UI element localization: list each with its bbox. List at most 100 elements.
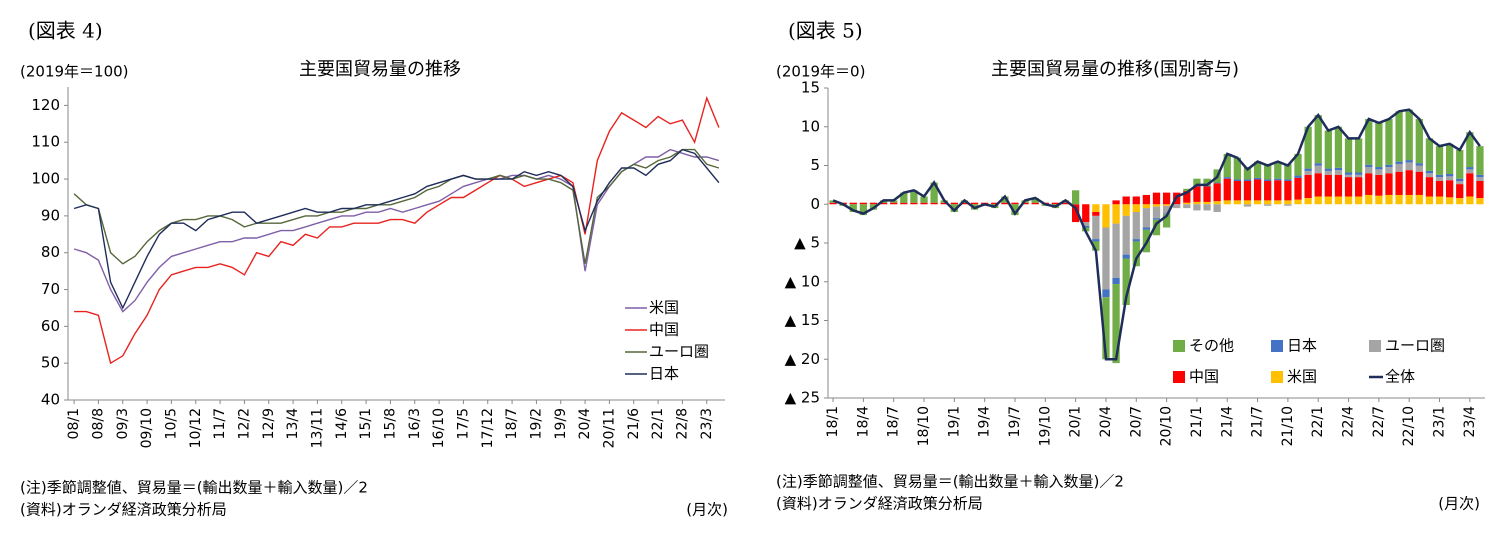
panel-label: (図表 4)	[28, 19, 103, 43]
bar-segment	[1162, 204, 1171, 206]
bar-segment	[1203, 178, 1211, 186]
bar-segment	[1122, 196, 1130, 205]
bar-segment	[1203, 204, 1211, 211]
legend-label: 米国	[1287, 368, 1317, 386]
bar-segment	[1082, 222, 1090, 226]
series-line	[74, 95, 720, 365]
bar-segment	[1213, 182, 1221, 184]
bar-segment	[1324, 196, 1332, 205]
x-tick-label: 18/7	[504, 408, 520, 439]
bar-segment	[1435, 196, 1444, 205]
bar-segment	[1435, 146, 1444, 175]
bar-segment	[1152, 192, 1161, 205]
bar-segment	[1355, 174, 1363, 178]
x-tick-label: 22/1	[650, 408, 666, 439]
bar-segment	[1274, 161, 1282, 179]
bar-segment	[1365, 164, 1373, 168]
bar-segment	[1112, 277, 1120, 285]
bar-segment	[1162, 205, 1171, 214]
bar-segment	[1375, 122, 1383, 168]
bar-segment	[1375, 167, 1383, 170]
bar-segment	[1132, 239, 1140, 242]
x-tick-label: 20/4	[1098, 406, 1114, 438]
bar-segment	[1061, 202, 1070, 205]
bar-segment	[1304, 168, 1312, 171]
bar-segment	[1445, 143, 1454, 175]
bar-segment	[1092, 215, 1100, 240]
bar-segment	[1385, 194, 1393, 205]
x-tick-label: 21/4	[1219, 406, 1235, 438]
bar-segment	[1284, 179, 1292, 181]
x-tick-label: 23/3	[699, 408, 715, 439]
bar-segment	[1314, 115, 1322, 164]
series-line	[73, 148, 720, 265]
bar-segment	[1264, 204, 1272, 206]
bar-segment	[1476, 181, 1484, 199]
bar-segment	[1395, 163, 1403, 172]
x-tick-label: 23/4	[1462, 406, 1478, 438]
legend-label: ユーロ圏	[1385, 337, 1445, 355]
x-unit: (月次)	[1438, 495, 1480, 513]
bar-segment	[1092, 212, 1100, 216]
bar-segment	[1344, 172, 1353, 175]
bar-segment	[1405, 194, 1413, 205]
bar-segment	[1102, 204, 1110, 228]
x-tick-label: 18/7	[886, 406, 902, 437]
bar-segment	[1001, 202, 1009, 205]
bar-segment	[1314, 163, 1322, 166]
bar-segment	[1304, 126, 1312, 169]
bar-segment	[1344, 174, 1353, 178]
bar-segment	[1294, 199, 1302, 205]
bar-segment	[1223, 178, 1231, 201]
bar-segment	[1375, 174, 1383, 196]
x-tick-label: 13/4	[285, 408, 301, 440]
x-tick-label: 20/10	[1159, 406, 1175, 446]
bar-segment	[1304, 170, 1312, 175]
chart-title: 主要国貿易量の推移(国別寄与)	[991, 59, 1239, 80]
bar-segment	[1355, 138, 1363, 173]
bar-segment	[1112, 284, 1120, 364]
bar-segment	[1253, 200, 1262, 205]
bar-segment	[1223, 153, 1231, 178]
bar-segment	[849, 204, 857, 212]
bar-segment	[1334, 167, 1343, 171]
bar-segment	[1253, 177, 1262, 180]
note: (注)季節調整値、貿易量＝(輸出数量＋輸入数量)／2	[20, 479, 368, 497]
bar-segment	[1395, 161, 1403, 164]
bar-segment	[1304, 198, 1312, 205]
x-tick-label: 22/8	[674, 408, 690, 439]
x-tick-label: 19/10	[1037, 406, 1053, 446]
x-tick-label: 12/2	[236, 408, 252, 439]
bar-segment	[1274, 200, 1282, 205]
bar-segment	[1435, 177, 1444, 181]
bar-segment	[1466, 173, 1474, 197]
bar-segment	[1304, 174, 1312, 199]
y-tick-label: ▲ 5	[794, 234, 820, 252]
bar-segment	[1456, 184, 1464, 199]
bar-segment	[1476, 177, 1484, 181]
series-line	[832, 108, 1481, 361]
x-tick-label: 22/10	[1401, 406, 1417, 446]
bar-segment	[1284, 200, 1292, 205]
bar-segment	[1264, 200, 1272, 205]
bar-segment	[1243, 204, 1252, 207]
bar-segment	[1425, 170, 1434, 174]
bar-segment	[1193, 178, 1201, 186]
bar-segment	[1456, 181, 1464, 185]
x-tick-label: 20/7	[1128, 406, 1144, 437]
bar-segment	[1385, 167, 1393, 174]
y-tick-label: 15	[801, 79, 820, 97]
bar-segment	[1476, 146, 1484, 175]
x-tick-label: 22/1	[1310, 406, 1326, 437]
bar-segment	[1213, 183, 1221, 202]
x-tick-label: 19/7	[1007, 406, 1023, 437]
bar-segment	[1233, 200, 1242, 205]
y-tick-label: ▲ 10	[785, 272, 820, 290]
legend-label: 日本	[1287, 337, 1317, 355]
bar-segment	[1344, 196, 1353, 205]
bar-segment	[1152, 204, 1161, 207]
bar-segment	[1324, 174, 1332, 197]
bar-segment	[1395, 194, 1403, 205]
y-tick-label: ▲ 20	[785, 350, 820, 368]
bar-segment	[1334, 126, 1343, 168]
